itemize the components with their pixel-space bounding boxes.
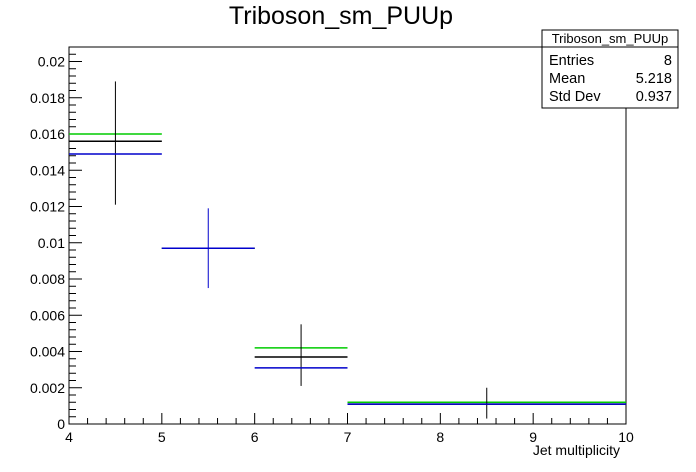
y-tick-label: 0.006 (30, 307, 65, 323)
stats-entries-label: Entries (549, 53, 594, 69)
y-tick-label: 0.018 (30, 90, 65, 106)
data-series (69, 81, 626, 419)
x-axis: 4 5 6 7 8 9 10 (65, 413, 634, 445)
x-tick-label: 9 (529, 429, 537, 445)
stats-stddev-value: 0.937 (636, 89, 672, 105)
y-tick-label: 0.014 (30, 162, 65, 178)
y-tick-label: 0.016 (30, 126, 65, 142)
stats-title: Triboson_sm_PUUp (552, 31, 669, 46)
stats-mean-value: 5.218 (636, 71, 672, 87)
stats-box: Triboson_sm_PUUp Entries 8 Mean 5.218 St… (541, 29, 679, 109)
stats-mean-label: Mean (549, 71, 585, 87)
y-tick-label: 0.004 (30, 344, 65, 360)
x-tick-label: 10 (618, 429, 634, 445)
y-tick-label: 0.002 (30, 380, 65, 396)
x-tick-label: 5 (158, 429, 166, 445)
chart-title: Triboson_sm_PUUp (229, 2, 453, 30)
y-tick-label: 0 (57, 416, 65, 432)
x-tick-label: 6 (251, 429, 259, 445)
x-tick-label: 8 (436, 429, 444, 445)
x-axis-label: Jet multiplicity (533, 442, 620, 458)
stats-stddev-label: Std Dev (549, 89, 601, 105)
y-tick-label: 0.012 (30, 199, 65, 215)
stats-entries-value: 8 (664, 53, 672, 69)
y-tick-label: 0.01 (38, 235, 65, 251)
y-tick-label: 0.02 (38, 54, 65, 70)
y-axis: 0 0.002 0.004 0.006 0.008 0.01 0.012 0.014 0.016… (30, 46, 82, 432)
x-tick-label: 4 (65, 429, 73, 445)
y-tick-label: 0.008 (30, 271, 65, 287)
x-tick-label: 7 (344, 429, 352, 445)
